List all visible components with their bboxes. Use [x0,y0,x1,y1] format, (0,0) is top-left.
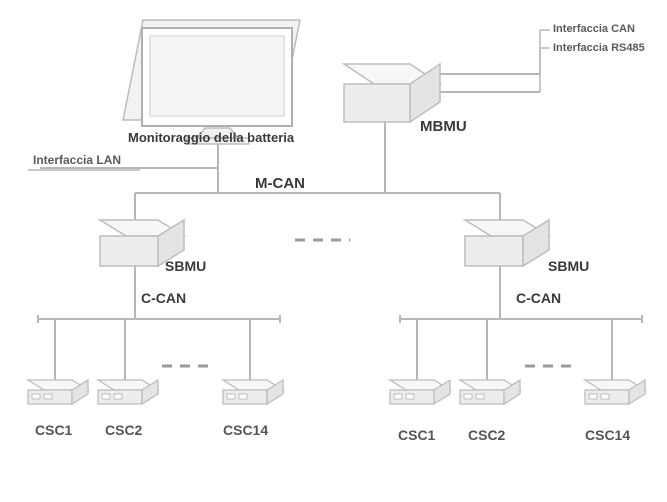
overlay-lines [0,0,667,502]
